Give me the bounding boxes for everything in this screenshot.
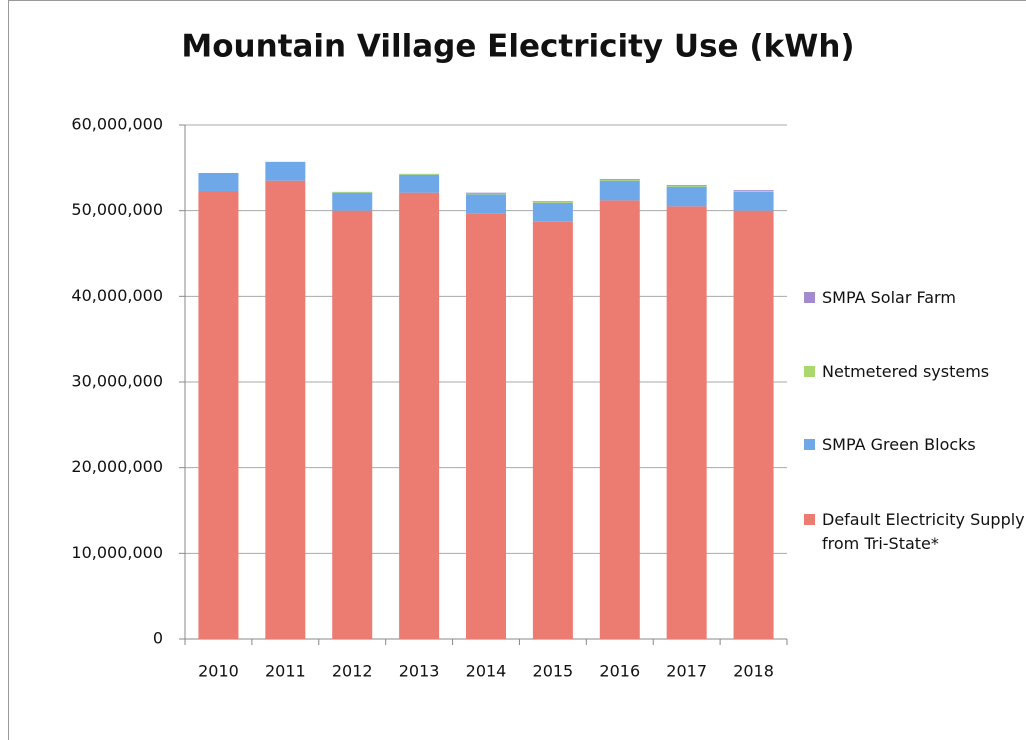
legend-label: Netmetered systems — [822, 362, 990, 381]
x-tick-label: 2010 — [198, 662, 239, 681]
legend-label: Default Electricity Supply from Tri-Stat… — [822, 510, 1025, 553]
y-tick-label: 50,000,000 — [71, 200, 163, 219]
bar-segment — [466, 213, 506, 639]
x-tick-label: 2016 — [599, 662, 640, 681]
x-tick-label: 2018 — [733, 662, 774, 681]
bar-segment — [666, 206, 707, 639]
bar-segment — [733, 191, 774, 211]
bar-segment — [733, 190, 774, 192]
bar-segment — [666, 186, 707, 207]
x-tick-label: 2011 — [265, 662, 306, 681]
legend-item: SMPA Green Blocks — [804, 433, 1026, 457]
bar-segment — [332, 192, 373, 211]
legend-swatch — [804, 366, 815, 377]
legend-swatch — [804, 292, 815, 303]
bar-segment — [666, 184, 707, 186]
y-tick-label: 10,000,000 — [71, 543, 163, 562]
bar-segment — [733, 210, 774, 639]
bar-segment — [666, 185, 707, 187]
bar-segment — [265, 180, 306, 639]
y-tick-label: 60,000,000 — [71, 115, 163, 134]
legend-swatch — [804, 514, 815, 525]
bar-segment — [198, 172, 239, 191]
bar-segment — [599, 180, 640, 201]
legend-item: SMPA Solar Farm — [804, 286, 1026, 310]
legend-item: Netmetered systems — [804, 360, 1026, 384]
bar-segment — [265, 161, 306, 181]
bar-segment — [399, 173, 440, 175]
legend-label: SMPA Solar Farm — [822, 288, 956, 307]
legend-label: SMPA Green Blocks — [822, 435, 976, 454]
x-tick-label: 2013 — [399, 662, 440, 681]
y-tick-label: 40,000,000 — [71, 286, 163, 305]
bar-segment — [466, 193, 506, 195]
x-tick-label: 2014 — [466, 662, 507, 681]
bar-segment — [599, 179, 640, 181]
legend-item: Default Electricity Supply from Tri-Stat… — [804, 508, 1026, 556]
bar-segment — [466, 194, 506, 214]
bar-segment — [332, 191, 373, 193]
bar-segment — [532, 202, 573, 222]
bar-segment — [599, 178, 640, 180]
frame — [8, 0, 1026, 740]
bar-segment — [532, 221, 573, 639]
bar-segment — [733, 190, 774, 191]
y-tick-label: 0 — [153, 629, 163, 648]
y-tick-label: 20,000,000 — [71, 457, 163, 476]
bar-segment — [399, 174, 440, 193]
y-tick-label: 30,000,000 — [71, 372, 163, 391]
bar-segment — [532, 202, 573, 203]
bar-segment — [466, 192, 506, 194]
x-tick-label: 2015 — [533, 662, 574, 681]
legend-swatch — [804, 439, 815, 450]
bar-segment — [198, 190, 239, 640]
x-tick-label: 2017 — [666, 662, 707, 681]
bar-segment — [599, 200, 640, 640]
chart-title: Mountain Village Electricity Use (kWh) — [181, 29, 854, 65]
x-tick-label: 2012 — [332, 662, 373, 681]
bar-segment — [399, 192, 440, 639]
bar-segment — [532, 201, 573, 203]
bar-segment — [332, 210, 373, 639]
